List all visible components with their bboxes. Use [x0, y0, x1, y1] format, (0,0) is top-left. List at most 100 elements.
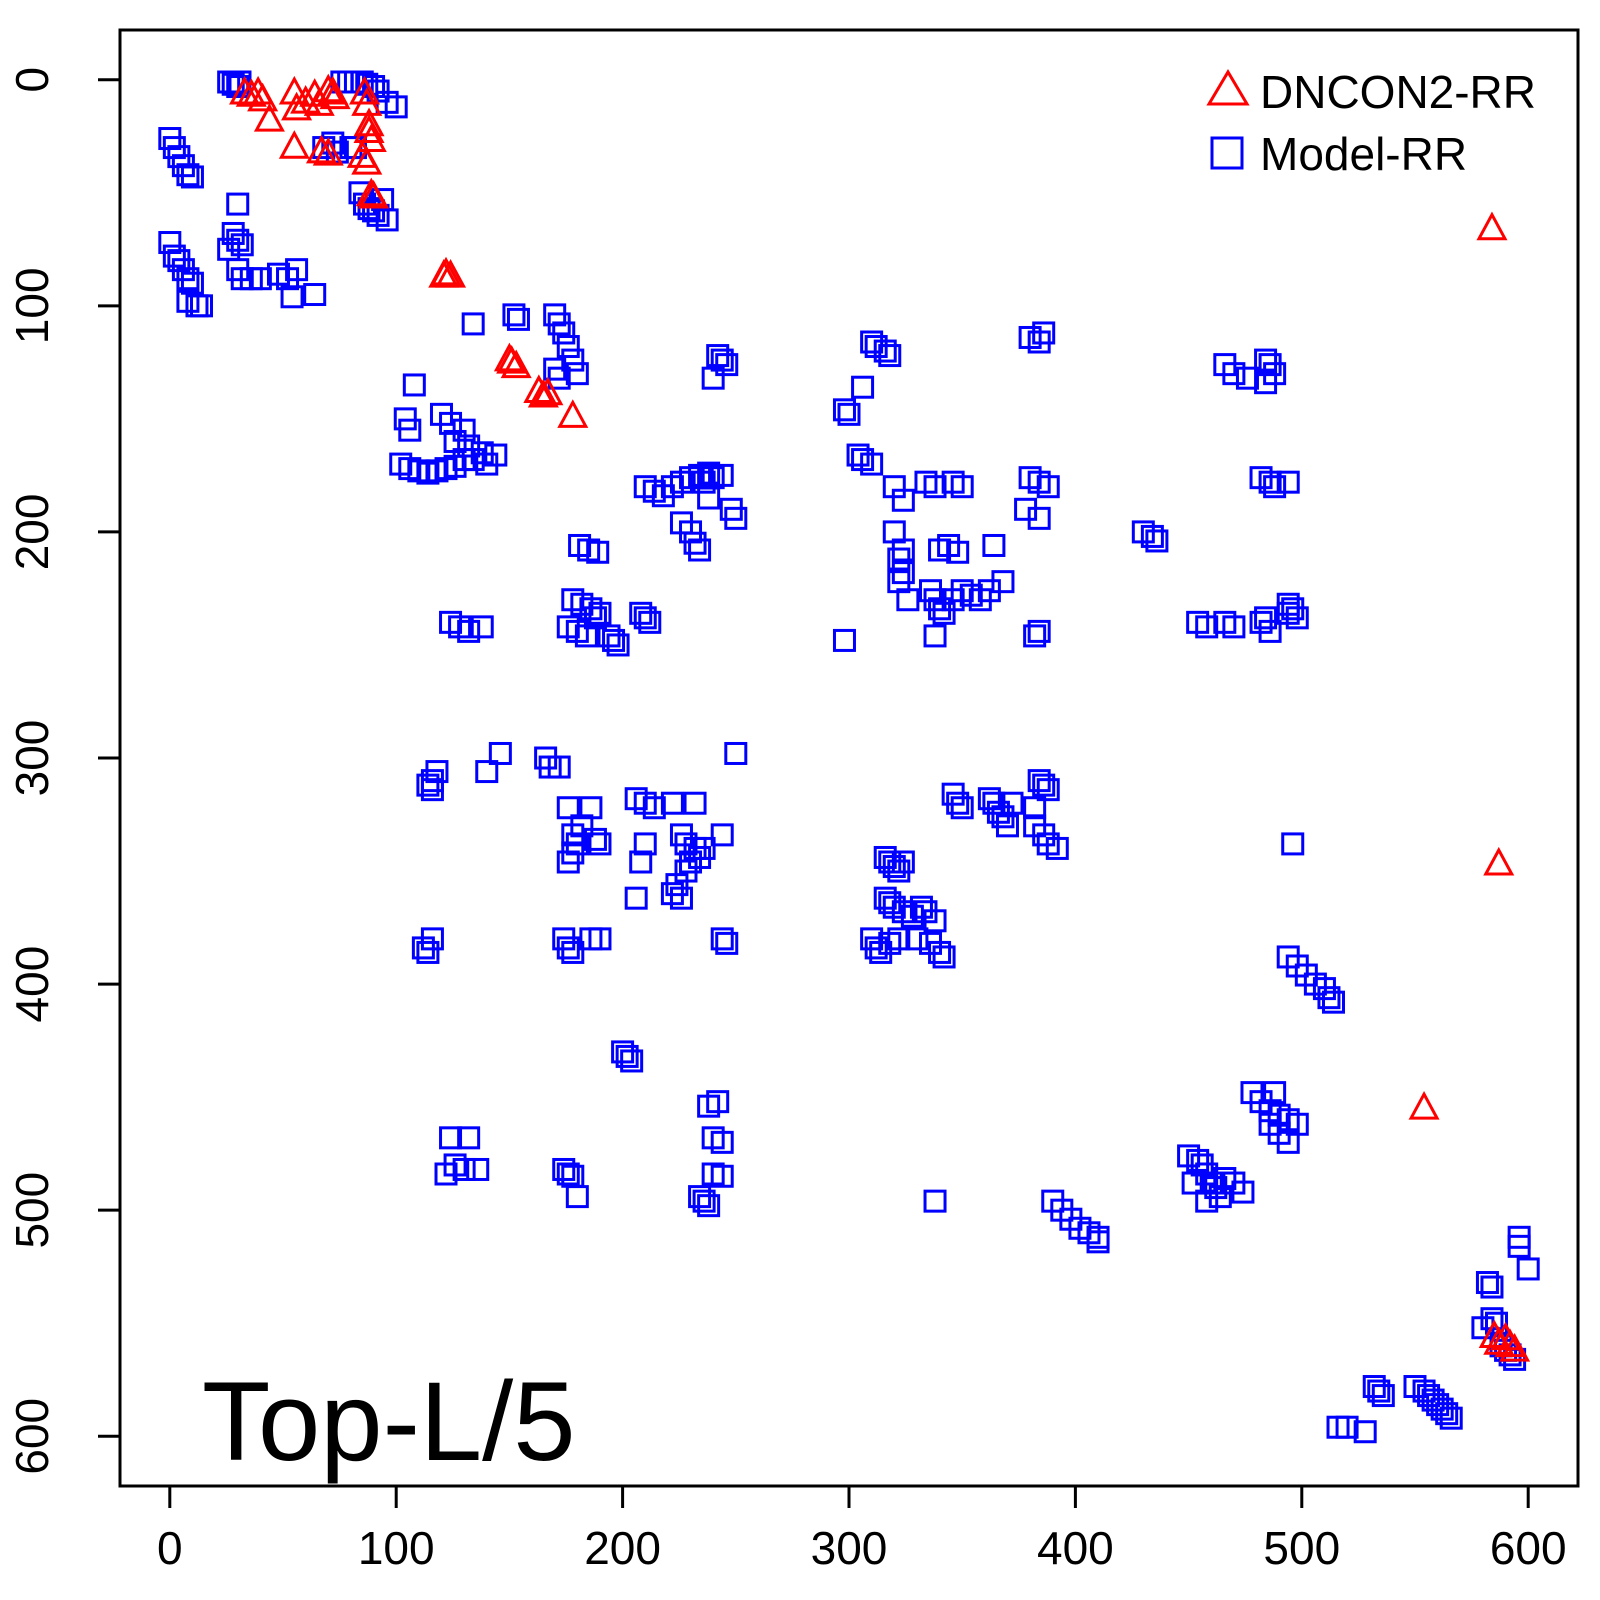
model-rr-point	[556, 850, 580, 874]
model-rr-point	[624, 886, 648, 910]
model-rr-point	[1321, 990, 1345, 1014]
model-rr-point	[226, 192, 250, 216]
model-rr-point	[303, 283, 327, 307]
model-rr-point	[642, 796, 666, 820]
dncon2-rr-point	[523, 374, 555, 403]
model-rr-point	[837, 402, 861, 426]
model-rr-point	[923, 624, 947, 648]
model-rr-point	[565, 1185, 589, 1209]
model-rr-point	[1036, 778, 1060, 802]
model-rr-point	[1516, 1257, 1540, 1281]
model-rr-point	[715, 931, 739, 955]
x-axis: 0 100 200 300 400 500 600	[157, 1486, 1567, 1574]
model-rr-point	[475, 760, 499, 784]
model-rr-point	[434, 1162, 458, 1186]
model-rr-point	[439, 411, 463, 435]
x-tick-label: 0	[157, 1522, 183, 1574]
model-rr-point	[1145, 529, 1169, 553]
model-rr-point	[416, 940, 440, 964]
legend-triangle-marker	[1206, 69, 1250, 106]
dncon2-rr-point	[435, 259, 467, 288]
model-rr-point	[484, 443, 508, 467]
x-tick-label: 100	[358, 1522, 435, 1574]
model-rr-point	[724, 506, 748, 530]
model-rr-point	[873, 339, 897, 363]
model-rr-point	[457, 434, 481, 458]
model-rr-point	[633, 832, 657, 856]
model-rr-point	[995, 814, 1019, 838]
model-rr-point	[683, 791, 707, 815]
model-rr-point	[1263, 1081, 1287, 1105]
model-rr-point	[1208, 1185, 1232, 1209]
model-rr-point	[1045, 836, 1069, 860]
model-rr-point	[452, 1157, 476, 1181]
model-rr-point	[1317, 986, 1341, 1010]
model-rr-point	[588, 601, 612, 625]
model-rr-point	[561, 940, 585, 964]
y-axis: 0 100 200 300 400 500 600	[6, 67, 120, 1475]
model-rr-point	[1258, 470, 1282, 494]
model-rr-point	[950, 475, 974, 499]
model-rr-point	[1231, 1180, 1255, 1204]
dncon2-rr-point	[305, 134, 338, 164]
x-tick-label: 400	[1037, 1522, 1114, 1574]
dncon2-rr-point	[247, 82, 279, 112]
dncon2-rr-point	[1408, 1091, 1440, 1120]
model-rr-point	[896, 588, 920, 612]
model-rr-point	[697, 1194, 721, 1218]
model-rr-point	[1023, 796, 1047, 820]
model-rr-point	[688, 538, 712, 562]
model-rr-point	[1254, 371, 1278, 395]
model-rr-point	[832, 398, 856, 422]
model-rr-point	[1195, 1189, 1219, 1213]
model-rr-point	[1439, 1406, 1463, 1430]
model-rr-point	[457, 1126, 481, 1150]
y-tick-label: 500	[6, 1172, 58, 1249]
model-rr-point	[1023, 624, 1047, 648]
model-rr-point	[1507, 1234, 1531, 1258]
dncon2-rr-point	[532, 376, 564, 406]
model-rr-point	[991, 570, 1015, 594]
model-rr-point	[488, 741, 512, 765]
chart-annotation: Top-L/5	[202, 1359, 576, 1484]
model-rr-point	[928, 940, 952, 964]
model-rr-point	[506, 307, 530, 331]
dncon2-rr-point	[500, 349, 532, 379]
model-rr-point	[706, 1090, 730, 1114]
model-rr-point	[461, 312, 485, 336]
dncon2-rr-point	[353, 114, 385, 143]
dncon2-rr-point	[281, 91, 313, 121]
model-rr-point	[832, 628, 856, 652]
dncon2-rr-point	[348, 75, 381, 105]
model-rr-point	[1371, 1384, 1395, 1408]
model-rr-point	[1032, 321, 1056, 345]
model-rr-point	[280, 285, 304, 309]
model-rr-point	[375, 208, 399, 232]
model-rr-point	[556, 335, 580, 359]
dncon2-rr-point	[278, 75, 310, 105]
dncon2-rr-point	[1483, 846, 1515, 876]
model-rr-point	[248, 267, 272, 291]
model-rr-point	[629, 850, 653, 874]
model-rr-point	[724, 741, 748, 765]
model-rr-point	[416, 773, 440, 797]
model-rr-point	[946, 540, 970, 564]
model-rr-point	[615, 1044, 639, 1068]
model-rr-point	[443, 429, 467, 453]
model-rr-point	[887, 927, 911, 951]
model-rr-point	[1353, 1420, 1377, 1444]
model-rr-point	[325, 140, 349, 164]
model-rr-point	[620, 1049, 644, 1073]
model-rr-point	[1276, 1130, 1300, 1154]
dncon2-rr-point	[1494, 1328, 1526, 1358]
dncon2-rr-point	[351, 145, 383, 175]
model-rr-point	[864, 936, 888, 960]
model-rr-point	[1258, 619, 1282, 643]
model-rr-point	[470, 615, 494, 639]
model-rr-point	[710, 1130, 734, 1154]
model-rr-point	[692, 1189, 716, 1213]
dncon2-rr-point	[1499, 1332, 1531, 1362]
y-tick-label: 400	[6, 946, 58, 1023]
model-rr-point	[697, 486, 721, 510]
model-rr-point	[176, 163, 200, 187]
